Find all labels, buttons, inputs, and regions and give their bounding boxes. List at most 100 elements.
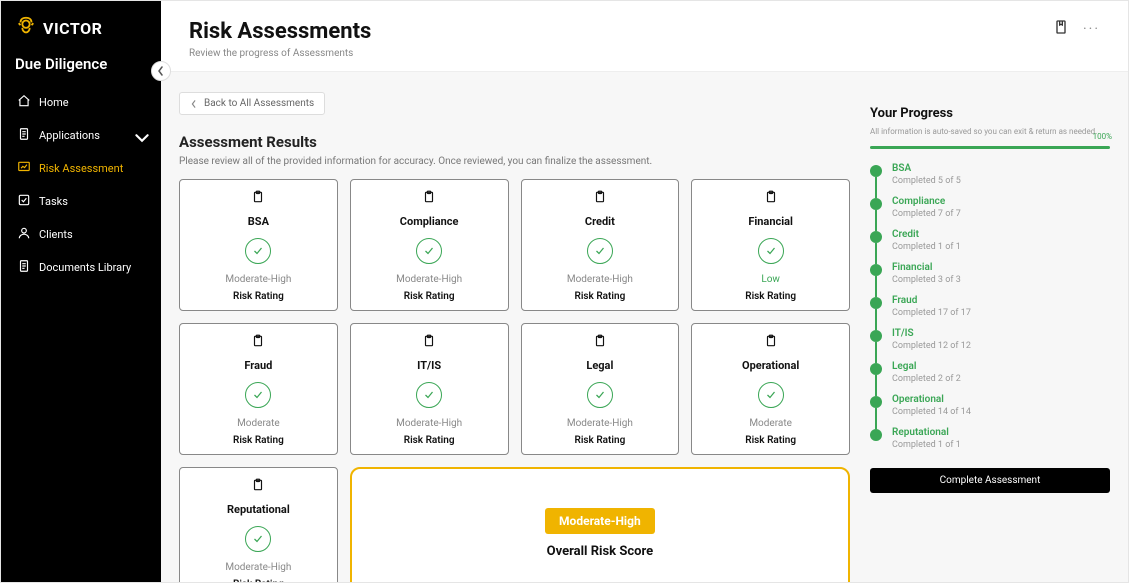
card-title: Financial xyxy=(748,215,793,228)
card-rating: Moderate-High xyxy=(225,562,291,573)
step-dot-icon xyxy=(870,198,882,210)
progress-step-it-is[interactable]: IT/ISCompleted 12 of 12 xyxy=(870,328,1110,361)
check-icon xyxy=(17,193,31,210)
back-button-label: Back to All Assessments xyxy=(204,98,314,109)
check-circle-icon xyxy=(245,526,271,552)
card-rating-label: Risk Rating xyxy=(574,435,625,446)
clipboard-icon xyxy=(764,189,778,209)
card-rating: Moderate xyxy=(237,418,280,429)
brand-logo: VICTOR xyxy=(1,1,161,49)
risk-card-reputational[interactable]: Reputational Moderate-High Risk Rating xyxy=(179,467,338,582)
home-icon xyxy=(17,94,31,111)
progress-step-compliance[interactable]: ComplianceCompleted 7 of 7 xyxy=(870,196,1110,229)
step-dot-icon xyxy=(870,330,882,342)
step-body: CreditCompleted 1 of 1 xyxy=(892,229,961,252)
progress-step-credit[interactable]: CreditCompleted 1 of 1 xyxy=(870,229,1110,262)
progress-step-bsa[interactable]: BSACompleted 5 of 5 xyxy=(870,163,1110,196)
progress-step-financial[interactable]: FinancialCompleted 3 of 3 xyxy=(870,262,1110,295)
step-subtitle: Completed 2 of 2 xyxy=(892,374,961,384)
header-left: Risk Assessments Review the progress of … xyxy=(189,19,371,59)
sidebar-item-applications[interactable]: Applications xyxy=(7,120,155,151)
check-circle-icon xyxy=(416,382,442,408)
results-column: Back to All Assessments Assessment Resul… xyxy=(179,86,850,564)
risk-card-credit[interactable]: Credit Moderate-High Risk Rating xyxy=(521,179,680,311)
card-title: Credit xyxy=(585,215,615,228)
card-rating: Moderate-High xyxy=(225,274,291,285)
step-body: BSACompleted 5 of 5 xyxy=(892,163,961,186)
card-rating-label: Risk Rating xyxy=(233,579,284,583)
content: Back to All Assessments Assessment Resul… xyxy=(161,72,1128,582)
progress-step-legal[interactable]: LegalCompleted 2 of 2 xyxy=(870,361,1110,394)
progress-hint: All information is auto-saved so you can… xyxy=(870,127,1110,136)
step-dot-icon xyxy=(870,231,882,243)
card-rating-label: Risk Rating xyxy=(574,291,625,302)
clipboard-icon xyxy=(593,189,607,209)
step-dot-icon xyxy=(870,297,882,309)
step-subtitle: Completed 5 of 5 xyxy=(892,176,961,186)
overall-label: Overall Risk Score xyxy=(547,544,654,559)
step-subtitle: Completed 7 of 7 xyxy=(892,209,961,219)
card-rating: Moderate-High xyxy=(396,274,462,285)
results-title: Assessment Results xyxy=(179,133,850,151)
sidebar-item-documents-library[interactable]: Documents Library xyxy=(7,252,155,283)
main: Risk Assessments Review the progress of … xyxy=(161,1,1128,582)
step-title: Fraud xyxy=(892,295,971,306)
risk-card-financial[interactable]: FinancialLowRisk Rating xyxy=(691,179,850,311)
step-dot-icon xyxy=(870,264,882,276)
card-title: Fraud xyxy=(244,359,272,372)
progress-title: Your Progress xyxy=(870,106,1110,121)
sidebar-item-home[interactable]: Home xyxy=(7,87,155,118)
risk-card-operational[interactable]: OperationalModerateRisk Rating xyxy=(691,323,850,455)
progress-step-reputational[interactable]: ReputationalCompleted 1 of 1 xyxy=(870,427,1110,460)
overall-badge: Moderate-High xyxy=(545,508,655,534)
clipboard-icon xyxy=(422,189,436,209)
step-dot-icon xyxy=(870,363,882,375)
step-subtitle: Completed 14 of 14 xyxy=(892,407,971,417)
page-title: Risk Assessments xyxy=(189,19,371,44)
page-subtitle: Review the progress of Assessments xyxy=(189,48,371,59)
chart-icon xyxy=(17,160,31,177)
card-rating-label: Risk Rating xyxy=(233,435,284,446)
step-dot-icon xyxy=(870,396,882,408)
sidebar-item-label: Risk Assessment xyxy=(39,162,123,175)
step-title: Credit xyxy=(892,229,961,240)
sidebar: VICTOR Due Diligence HomeApplicationsRis… xyxy=(1,1,161,582)
risk-card-bsa[interactable]: BSAModerate-HighRisk Rating xyxy=(179,179,338,311)
step-title: Operational xyxy=(892,394,971,405)
step-body: LegalCompleted 2 of 2 xyxy=(892,361,961,384)
progress-column: Your Progress All information is auto-sa… xyxy=(870,86,1110,564)
risk-card-legal[interactable]: LegalModerate-HighRisk Rating xyxy=(521,323,680,455)
sidebar-collapse-button[interactable] xyxy=(151,61,171,81)
clipboard-icon xyxy=(251,333,265,353)
check-circle-icon xyxy=(758,382,784,408)
check-circle-icon xyxy=(245,382,271,408)
card-title: Reputational xyxy=(227,503,290,516)
check-circle-icon xyxy=(587,238,613,264)
results-subtitle: Please review all of the provided inform… xyxy=(179,156,850,167)
step-title: IT/IS xyxy=(892,328,971,339)
card-rating-label: Risk Rating xyxy=(745,291,796,302)
risk-card-fraud[interactable]: Fraud Moderate Risk Rating xyxy=(179,323,338,455)
sidebar-item-label: Documents Library xyxy=(39,261,131,274)
risk-card-compliance[interactable]: ComplianceModerate-HighRisk Rating xyxy=(350,179,509,311)
more-icon[interactable]: ··· xyxy=(1083,21,1100,37)
check-circle-icon xyxy=(587,382,613,408)
cards-grid: BSAModerate-HighRisk RatingComplianceMod… xyxy=(179,179,850,582)
check-circle-icon xyxy=(245,238,271,264)
sidebar-item-risk-assessment[interactable]: Risk Assessment xyxy=(7,153,155,184)
card-rating: Moderate-High xyxy=(567,274,633,285)
step-dot-icon xyxy=(870,429,882,441)
complete-assessment-button[interactable]: Complete Assessment xyxy=(870,468,1110,493)
risk-card-it-is[interactable]: IT/ISModerate-HighRisk Rating xyxy=(350,323,509,455)
back-button[interactable]: Back to All Assessments xyxy=(179,92,325,115)
bookmark-icon[interactable] xyxy=(1053,19,1069,39)
header-actions: ··· xyxy=(1053,19,1100,39)
sidebar-item-tasks[interactable]: Tasks xyxy=(7,186,155,217)
sidebar-item-clients[interactable]: Clients xyxy=(7,219,155,250)
clipboard-icon xyxy=(764,333,778,353)
progress-step-operational[interactable]: Operational Completed 14 of 14 xyxy=(870,394,1110,427)
progress-step-fraud[interactable]: FraudCompleted 17 of 17 xyxy=(870,295,1110,328)
check-circle-icon xyxy=(758,238,784,264)
card-rating: Moderate-High xyxy=(567,418,633,429)
card-title: IT/IS xyxy=(417,359,441,372)
